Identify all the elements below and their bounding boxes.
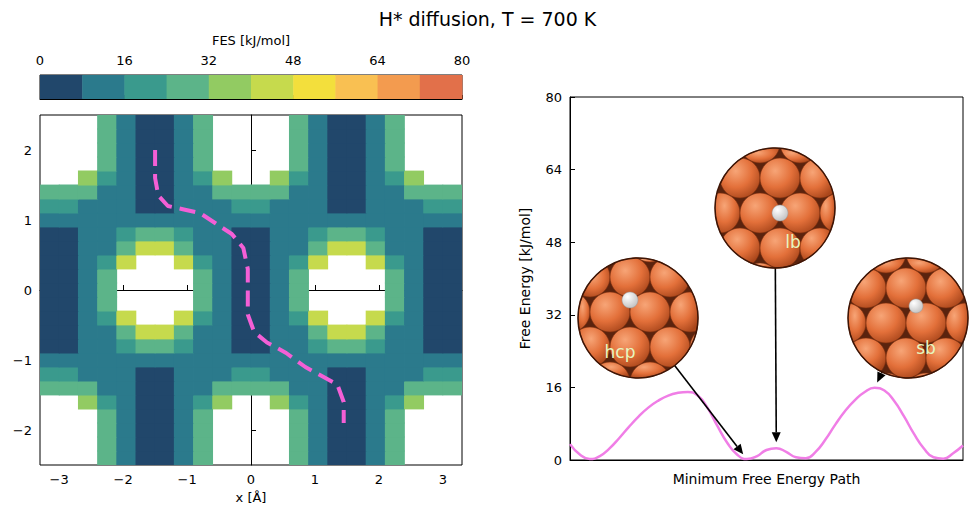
svg-text:Minimum Free Energy Path: Minimum Free Energy Path xyxy=(673,471,861,487)
svg-text:2: 2 xyxy=(24,143,32,158)
svg-text:−2: −2 xyxy=(114,472,133,487)
svg-text:48: 48 xyxy=(285,53,302,68)
svg-text:H* diffusion, T = 700 K: H* diffusion, T = 700 K xyxy=(379,8,597,30)
svg-text:FES [kJ/mol]: FES [kJ/mol] xyxy=(212,33,290,48)
svg-text:1: 1 xyxy=(311,472,319,487)
svg-text:0: 0 xyxy=(247,472,255,487)
svg-text:−1: −1 xyxy=(13,353,32,368)
svg-text:32: 32 xyxy=(545,307,562,322)
svg-text:−1: −1 xyxy=(177,472,196,487)
svg-text:lb: lb xyxy=(785,232,801,252)
svg-text:16: 16 xyxy=(116,53,133,68)
svg-text:80: 80 xyxy=(545,90,562,105)
svg-text:−2: −2 xyxy=(13,423,32,438)
svg-text:1: 1 xyxy=(24,213,32,228)
svg-text:48: 48 xyxy=(545,235,562,250)
svg-text:80: 80 xyxy=(454,53,471,68)
svg-text:64: 64 xyxy=(369,53,386,68)
svg-text:2: 2 xyxy=(375,472,383,487)
svg-text:3: 3 xyxy=(439,472,447,487)
svg-text:0: 0 xyxy=(24,283,32,298)
svg-text:hcp: hcp xyxy=(605,342,636,362)
svg-text:Free Energy [kJ/mol]: Free Energy [kJ/mol] xyxy=(517,208,533,350)
svg-text:16: 16 xyxy=(545,380,562,395)
svg-text:−3: −3 xyxy=(50,472,69,487)
svg-text:sb: sb xyxy=(916,338,936,358)
svg-text:x [Å]: x [Å] xyxy=(236,490,267,505)
svg-text:0: 0 xyxy=(36,53,44,68)
svg-text:0: 0 xyxy=(554,453,562,468)
svg-text:64: 64 xyxy=(545,162,562,177)
svg-text:32: 32 xyxy=(201,53,218,68)
